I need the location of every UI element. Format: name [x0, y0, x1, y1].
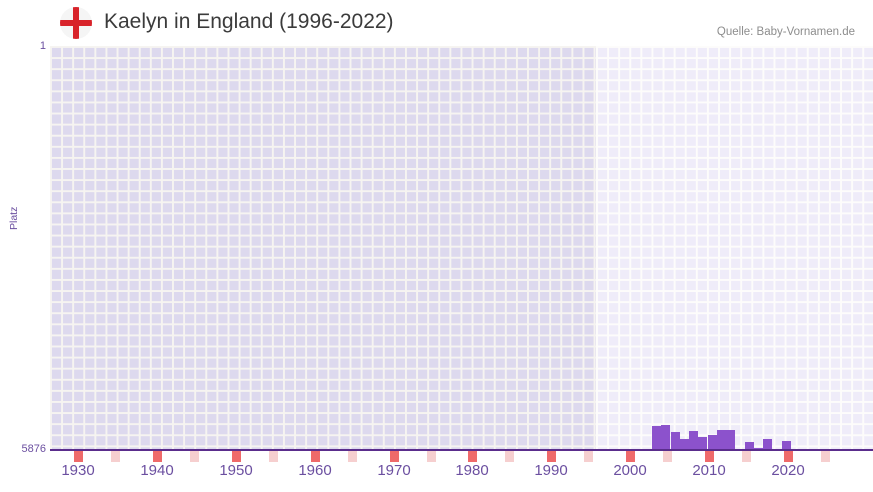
x-tick-major	[468, 451, 478, 462]
x-axis-label-1950: 1950	[219, 462, 253, 479]
page-title: Kaelyn in England (1996-2022)	[104, 10, 394, 33]
y-axis-title: Platz	[8, 206, 20, 230]
bar-2012[interactable]	[726, 430, 736, 450]
bar-2004[interactable]	[652, 426, 662, 450]
x-axis-label-2000: 2000	[613, 462, 647, 479]
x-tick-major	[311, 451, 321, 462]
england-flag-icon	[60, 7, 92, 39]
bar-2009[interactable]	[698, 437, 708, 450]
x-tick-minor	[111, 451, 121, 462]
bar-2008[interactable]	[689, 431, 699, 450]
x-tick-major	[153, 451, 163, 462]
bar-2006[interactable]	[671, 432, 681, 450]
x-tick-major	[626, 451, 636, 462]
x-axis-label-1970: 1970	[377, 462, 411, 479]
x-tick-major	[74, 451, 84, 462]
x-axis-labels: 1930 1940 1950 1960 1970 1980 1990 2000 2010 2020	[0, 462, 873, 492]
grid-out-of-range	[50, 46, 596, 450]
bar-2018[interactable]	[782, 441, 792, 450]
bar-2010[interactable]	[708, 435, 718, 450]
x-tick-minor	[821, 451, 831, 462]
bar-2016[interactable]	[763, 439, 773, 450]
chart-header: Kaelyn in England (1996-2022) Quelle: Ba…	[0, 0, 873, 44]
source-note: Quelle: Baby-Vornamen.de	[716, 26, 855, 38]
bar-2007[interactable]	[680, 439, 690, 450]
x-tick-minor	[584, 451, 594, 462]
x-tick-major	[547, 451, 557, 462]
x-axis-label-2010: 2010	[692, 462, 726, 479]
x-axis-label-1990: 1990	[534, 462, 568, 479]
x-tick-minor	[269, 451, 279, 462]
x-axis-label-1980: 1980	[455, 462, 489, 479]
x-tick-minor	[190, 451, 200, 462]
x-tick-major	[390, 451, 400, 462]
x-tick-minor	[505, 451, 515, 462]
bar-2011[interactable]	[717, 430, 727, 450]
y-axis-tick-top: 1	[39, 40, 46, 52]
x-axis-label-1930: 1930	[61, 462, 95, 479]
x-axis-label-2020: 2020	[771, 462, 805, 479]
x-tick-minor	[742, 451, 752, 462]
bar-series	[50, 46, 873, 450]
x-tick-major	[705, 451, 715, 462]
plot-area	[50, 46, 873, 450]
x-axis-label-1940: 1940	[140, 462, 174, 479]
x-tick-minor	[427, 451, 437, 462]
grid-in-range	[596, 46, 873, 450]
x-axis-tick-band	[50, 451, 873, 462]
bar-2005[interactable]	[661, 425, 671, 450]
x-axis-label-1960: 1960	[298, 462, 332, 479]
x-tick-minor	[348, 451, 358, 462]
x-tick-minor	[663, 451, 673, 462]
x-tick-major	[232, 451, 242, 462]
y-axis-tick-bottom: 5876	[21, 443, 46, 455]
bar-2014[interactable]	[745, 442, 755, 450]
x-tick-major	[784, 451, 794, 462]
x-axis-line	[50, 449, 873, 451]
